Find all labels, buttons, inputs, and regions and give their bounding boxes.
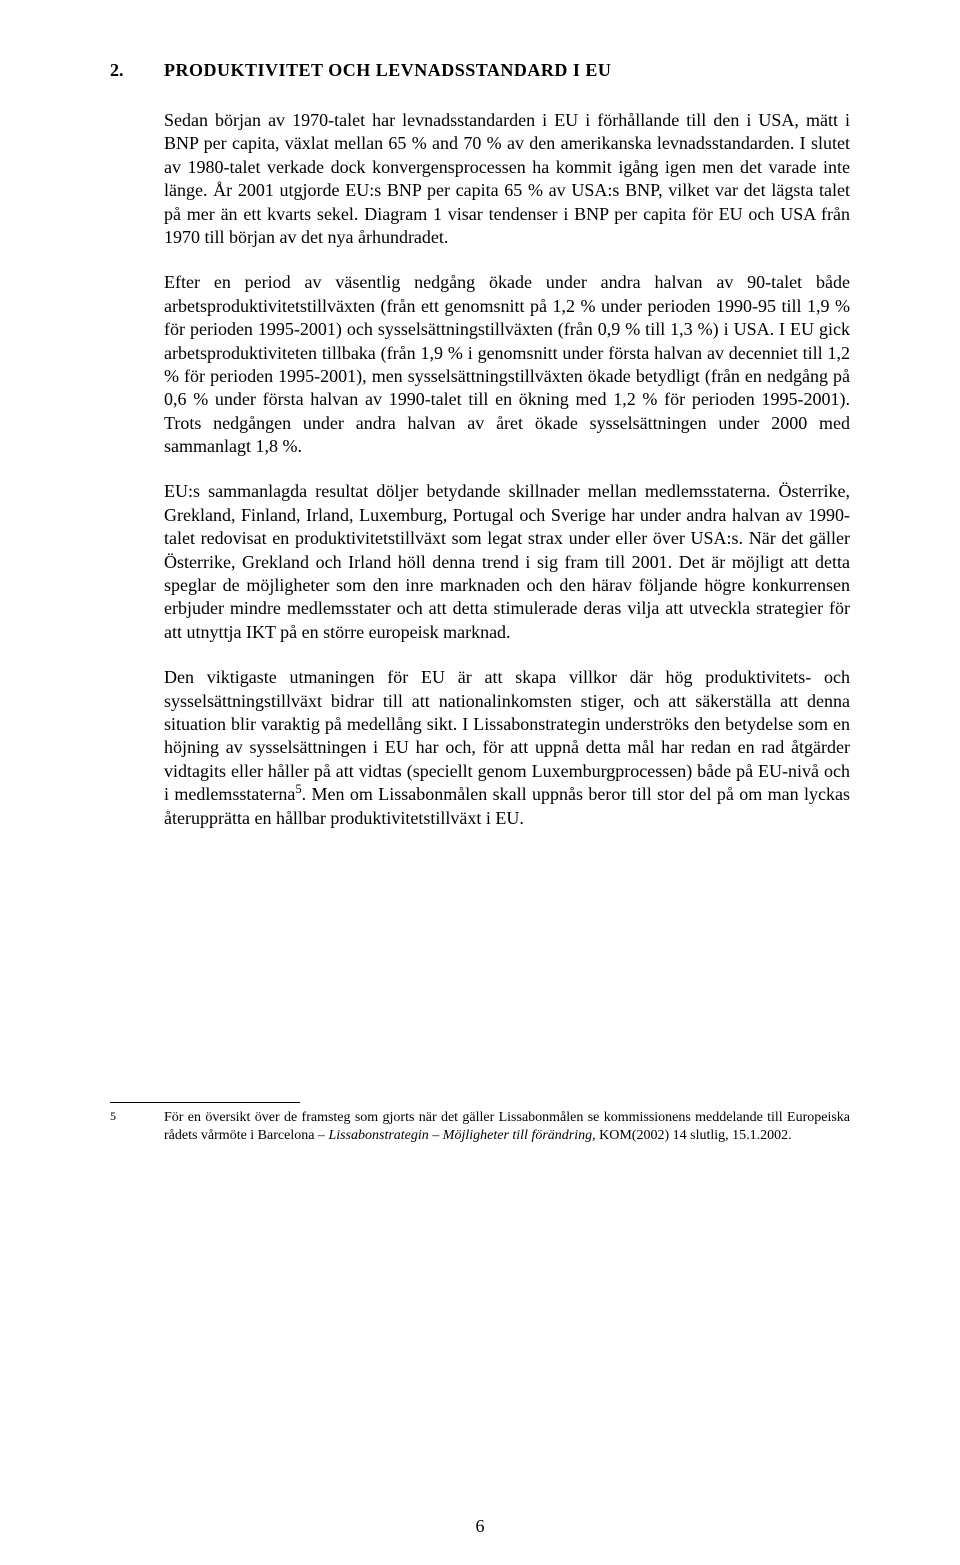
footnote-text-part: , KOM(2002) 14 slutlig, 15.1.2002. xyxy=(592,1128,792,1143)
footnote: 5 För en översikt över de framsteg som g… xyxy=(110,1109,850,1145)
page-number: 6 xyxy=(0,1516,960,1537)
paragraph: Den viktigaste utmaningen för EU är att … xyxy=(164,666,850,830)
spacer xyxy=(110,852,850,1102)
document-page: 2. PRODUKTIVITET OCH LEVNADSSTANDARD I E… xyxy=(0,0,960,1565)
paragraph: EU:s sammanlagda resultat döljer betydan… xyxy=(164,480,850,644)
footnote-text: För en översikt över de framsteg som gjo… xyxy=(164,1109,850,1145)
footnote-number: 5 xyxy=(110,1109,164,1125)
paragraph: Sedan början av 1970-talet har levnadsst… xyxy=(164,109,850,249)
heading-number: 2. xyxy=(110,60,164,81)
section-heading: 2. PRODUKTIVITET OCH LEVNADSSTANDARD I E… xyxy=(110,60,850,81)
body-text-block: Sedan början av 1970-talet har levnadsst… xyxy=(164,109,850,830)
footnote-separator xyxy=(110,1102,300,1103)
paragraph: Efter en period av väsentlig nedgång öka… xyxy=(164,271,850,458)
heading-title: PRODUKTIVITET OCH LEVNADSSTANDARD I EU xyxy=(164,60,611,81)
footnote-text-italic: Lissabonstrategin – Möjligheter till för… xyxy=(328,1128,592,1143)
